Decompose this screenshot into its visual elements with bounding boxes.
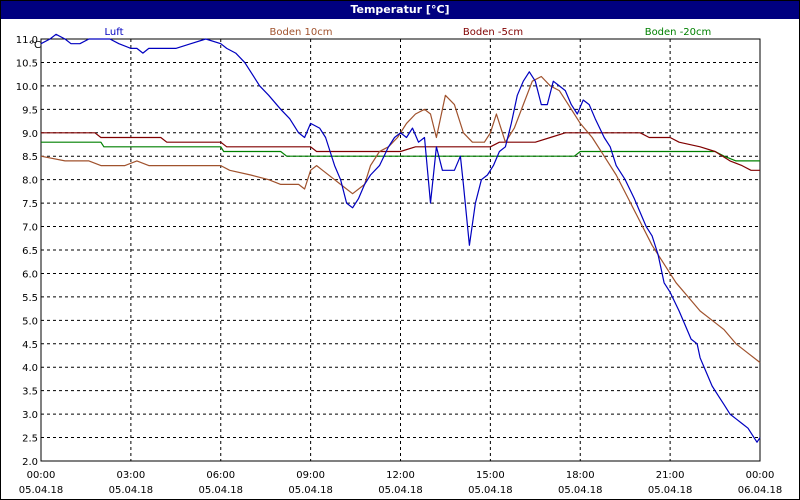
x-tick-time: 03:00 <box>116 470 145 481</box>
x-tick-time: 21:00 <box>656 470 685 481</box>
y-tick-label: 5.5 <box>22 293 38 304</box>
x-tick-date: 05.04.18 <box>288 485 333 496</box>
y-tick-label: 7.5 <box>22 199 38 210</box>
y-axis-label: °C <box>29 40 41 51</box>
y-tick-label: 9.5 <box>22 105 38 116</box>
y-tick-label: 10.5 <box>16 58 38 69</box>
line-chart: 2.0 2.5 3.0 3.5 4.0 4.5 5.0 5.5 6.0 6.5 7.0 7.5 8.0 8… <box>16 27 783 496</box>
y-tick-label: 10.0 <box>16 82 38 93</box>
y-tick-label: 2.5 <box>22 434 38 445</box>
x-tick-date: 05.04.18 <box>648 485 693 496</box>
y-tick-label: 4.0 <box>22 363 38 374</box>
x-tick-date: 05.04.18 <box>109 485 154 496</box>
x-tick-time: 15:00 <box>476 470 505 481</box>
y-tick-label: 2.0 <box>22 457 38 468</box>
x-tick-time: 00:00 <box>746 470 775 481</box>
x-tick-date: 05.04.18 <box>468 485 513 496</box>
x-tick-date: 05.04.18 <box>198 485 243 496</box>
y-tick-label: 6.0 <box>22 269 38 280</box>
x-tick-time: 00:00 <box>27 470 56 481</box>
x-tick-date: 05.04.18 <box>378 485 423 496</box>
legend-entry: Boden 10cm <box>270 27 333 38</box>
series-line-luft <box>40 33 761 443</box>
y-tick-label: 8.0 <box>22 176 38 187</box>
legend-entry: Luft <box>105 27 124 38</box>
x-tick-time: 18:00 <box>566 470 595 481</box>
legend-entry: Boden -20cm <box>645 27 712 38</box>
series-line-boden-5cm <box>41 132 760 171</box>
x-tick-date: 06.04.18 <box>738 485 783 496</box>
series-line-boden-20cm <box>41 141 760 162</box>
y-tick-label: 6.5 <box>22 246 38 257</box>
x-tick-time: 12:00 <box>386 470 415 481</box>
y-tick-label: 4.5 <box>22 340 38 351</box>
y-tick-label: 5.0 <box>22 316 38 327</box>
legend-entry: Boden -5cm <box>463 27 523 38</box>
series-line-boden-10cm <box>40 75 761 363</box>
x-tick-time: 06:00 <box>206 470 235 481</box>
y-tick-label: 8.5 <box>22 152 38 163</box>
y-tick-label: 11.0 <box>16 35 38 46</box>
y-tick-label: 3.0 <box>22 410 38 421</box>
x-tick-date: 05.04.18 <box>19 485 64 496</box>
x-tick-time: 09:00 <box>296 470 325 481</box>
y-tick-label: 7.0 <box>22 223 38 234</box>
chart-title: Temperatur [°C] <box>1 1 799 19</box>
y-tick-label: 9.0 <box>22 129 38 140</box>
x-tick-date: 05.04.18 <box>558 485 603 496</box>
y-tick-label: 3.5 <box>22 387 38 398</box>
